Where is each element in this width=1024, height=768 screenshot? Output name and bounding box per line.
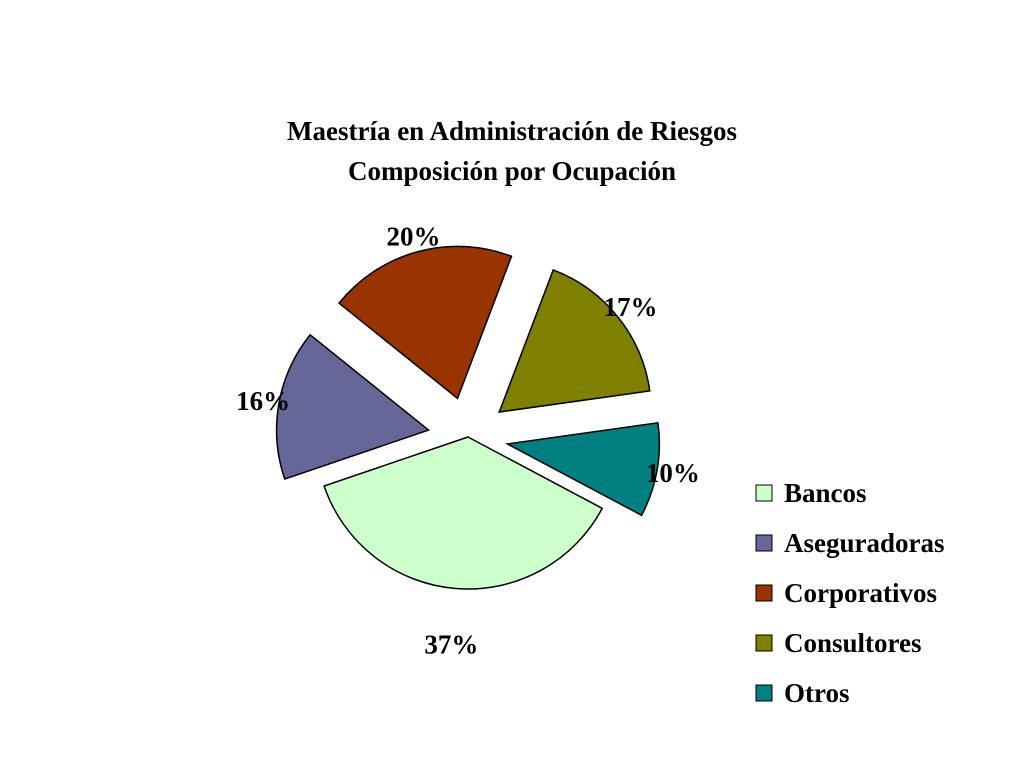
legend: Bancos Aseguradoras Corporativos Consultore…: [755, 478, 945, 708]
legend-swatch-otros: [755, 684, 773, 702]
legend-label-bancos: Bancos: [784, 478, 867, 508]
pie-slice-bancos: [323, 436, 604, 590]
legend-swatch-consultores: [755, 634, 773, 652]
pie-slice-consultores: [498, 268, 651, 413]
data-label-corporativos: 20%: [386, 221, 440, 251]
chart-title: Maestría en Administración de Riesgos: [287, 116, 737, 146]
data-label-aseguradoras: 16%: [236, 386, 290, 416]
data-label-consultores: 17%: [604, 292, 658, 322]
legend-label-corporativos: Corporativos: [784, 578, 937, 608]
legend-label-aseguradoras: Aseguradoras: [784, 528, 945, 558]
legend-swatch-aseguradoras: [755, 534, 773, 552]
legend-swatch-corporativos: [755, 584, 773, 602]
pie-data-labels: 37% 16% 20% 17% 10%: [236, 221, 700, 659]
legend-label-consultores: Consultores: [784, 628, 922, 658]
pie-slice-otros: [505, 421, 661, 517]
legend-swatch-bancos: [755, 484, 773, 502]
data-label-otros: 10%: [646, 458, 700, 488]
pie-slice-aseguradoras: [275, 333, 431, 480]
data-label-bancos: 37%: [424, 629, 478, 659]
pie-slices: [275, 245, 661, 590]
legend-label-otros: Otros: [784, 678, 850, 708]
chart-subtitle: Composición por Ocupación: [348, 156, 676, 186]
pie-slice-corporativos: [337, 245, 513, 400]
